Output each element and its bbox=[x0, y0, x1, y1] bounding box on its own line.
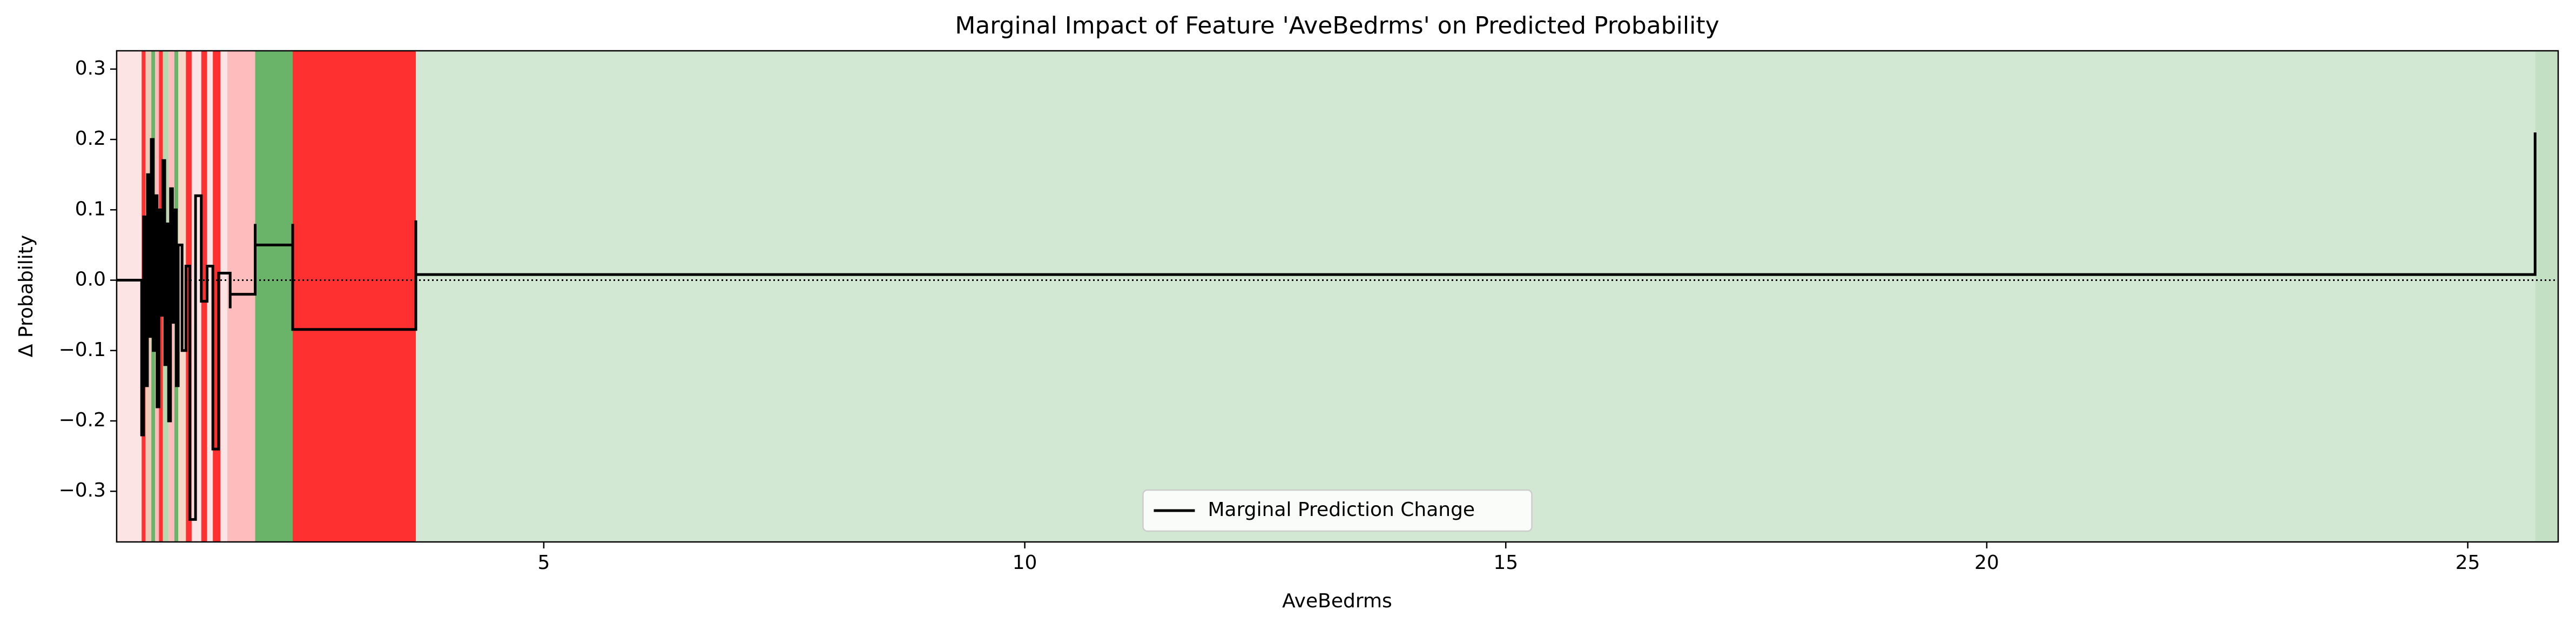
background-band bbox=[227, 51, 255, 542]
y-tick-label: 0.3 bbox=[75, 57, 106, 79]
background-band bbox=[255, 51, 293, 542]
y-tick-label: 0.0 bbox=[75, 269, 106, 291]
x-tick-label: 20 bbox=[1974, 552, 1999, 574]
y-tick-label: −0.2 bbox=[59, 409, 106, 431]
chart-title: Marginal Impact of Feature 'AveBedrms' o… bbox=[955, 12, 1719, 39]
plot-frame bbox=[116, 50, 2559, 543]
x-tick-label: 5 bbox=[537, 552, 550, 574]
background-band bbox=[220, 51, 227, 542]
background-band bbox=[415, 51, 2535, 542]
x-axis-label: AveBedrms bbox=[1282, 590, 1392, 612]
y-axis-label: Δ Probability bbox=[15, 235, 37, 357]
x-tick-label: 15 bbox=[1493, 552, 1518, 574]
background-band bbox=[117, 51, 142, 542]
y-tick-label: −0.3 bbox=[59, 479, 106, 501]
y-tick-label: 0.2 bbox=[75, 128, 106, 150]
legend-box bbox=[1142, 489, 1533, 532]
background-band bbox=[201, 51, 207, 542]
background-band bbox=[207, 51, 213, 542]
x-tick-label: 10 bbox=[1013, 552, 1037, 574]
x-tick-label: 25 bbox=[2456, 552, 2480, 574]
y-tick-label: −0.1 bbox=[59, 339, 106, 361]
background-band bbox=[292, 51, 416, 542]
legend-label: Marginal Prediction Change bbox=[1208, 499, 1475, 521]
y-tick-label: 0.1 bbox=[75, 198, 106, 220]
background-band bbox=[2535, 51, 2558, 542]
step-line bbox=[117, 132, 2537, 521]
